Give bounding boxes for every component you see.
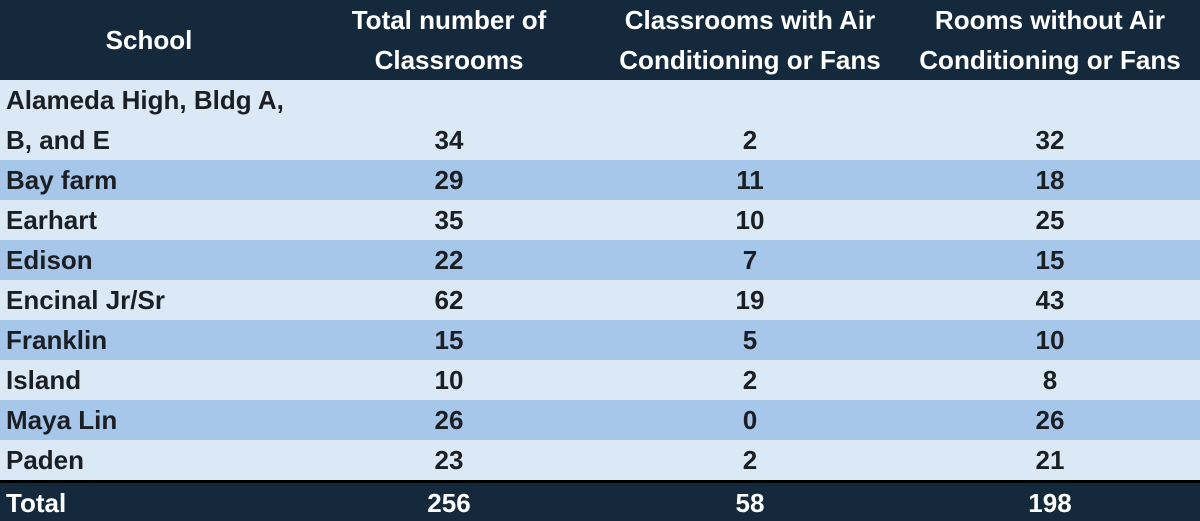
table-row: Encinal Jr/Sr 62 19 43 xyxy=(0,280,1200,320)
school-cell: Franklin xyxy=(0,320,298,360)
total-classrooms-cell: 23 xyxy=(298,440,600,482)
school-name-line-2: B, and E xyxy=(6,125,111,155)
header-school: School xyxy=(0,0,298,80)
header-school-line: School xyxy=(105,25,193,55)
total-row: Total 256 58 198 xyxy=(0,480,1200,521)
total-classrooms-cell: 62 xyxy=(298,280,600,320)
with-ac-cell: 19 xyxy=(600,280,900,320)
school-cell: Island xyxy=(0,360,298,400)
table-row: Maya Lin 26 0 26 xyxy=(0,400,1200,440)
school-cell: Maya Lin xyxy=(0,400,298,440)
table-row: Alameda High, Bldg A, B, and E 34 2 32 xyxy=(0,80,1200,160)
table-row: Paden 23 2 21 xyxy=(0,440,1200,482)
school-cell: Earhart xyxy=(0,200,298,240)
without-ac-cell: 26 xyxy=(900,400,1200,440)
table-body: Alameda High, Bldg A, B, and E 34 2 32 B… xyxy=(0,80,1200,482)
total-classrooms-cell: 15 xyxy=(298,320,600,360)
header-without-ac: Rooms without Air Conditioning or Fans xyxy=(900,0,1200,80)
with-ac-cell: 2 xyxy=(600,440,900,482)
header-total-classrooms-line-2: Classrooms xyxy=(374,45,524,75)
header-with-ac-line-2: Conditioning or Fans xyxy=(619,45,881,75)
table-header: School Total number of Classrooms Classr… xyxy=(0,0,1200,80)
with-ac-cell: 0 xyxy=(600,400,900,440)
total-classrooms-cell: 34 xyxy=(298,80,600,160)
without-ac-cell: 32 xyxy=(900,80,1200,160)
table-row: Bay farm 29 11 18 xyxy=(0,160,1200,200)
header-with-ac-line-1: Classrooms with Air xyxy=(624,5,876,35)
header-total-classrooms-line-1: Total number of xyxy=(351,5,547,35)
header-total-classrooms: Total number of Classrooms xyxy=(298,0,600,80)
table-row: Earhart 35 10 25 xyxy=(0,200,1200,240)
with-ac-cell: 11 xyxy=(600,160,900,200)
school-cell: Paden xyxy=(0,440,298,482)
table-row: Island 10 2 8 xyxy=(0,360,1200,400)
total-classrooms-cell: 29 xyxy=(298,160,600,200)
with-ac-sum: 58 xyxy=(600,480,900,521)
header-row: School Total number of Classrooms Classr… xyxy=(0,0,1200,80)
table-row: Franklin 15 5 10 xyxy=(0,320,1200,360)
with-ac-cell: 2 xyxy=(600,360,900,400)
total-classrooms-cell: 10 xyxy=(298,360,600,400)
table-row: Edison 22 7 15 xyxy=(0,240,1200,280)
total-classrooms-cell: 22 xyxy=(298,240,600,280)
without-ac-cell: 21 xyxy=(900,440,1200,482)
school-cell: Alameda High, Bldg A, B, and E xyxy=(0,80,298,160)
school-cell: Encinal Jr/Sr xyxy=(0,280,298,320)
with-ac-cell: 10 xyxy=(600,200,900,240)
without-ac-cell: 43 xyxy=(900,280,1200,320)
school-cell: Bay farm xyxy=(0,160,298,200)
header-with-ac: Classrooms with Air Conditioning or Fans xyxy=(600,0,900,80)
school-cell: Edison xyxy=(0,240,298,280)
without-ac-cell: 25 xyxy=(900,200,1200,240)
total-label: Total xyxy=(0,480,298,521)
without-ac-cell: 8 xyxy=(900,360,1200,400)
with-ac-cell: 7 xyxy=(600,240,900,280)
without-ac-cell: 10 xyxy=(900,320,1200,360)
school-name-line-1: Alameda High, Bldg A, xyxy=(6,85,284,115)
header-without-ac-line-2: Conditioning or Fans xyxy=(919,45,1181,75)
total-classrooms-cell: 26 xyxy=(298,400,600,440)
without-ac-cell: 18 xyxy=(900,160,1200,200)
without-ac-sum: 198 xyxy=(900,480,1200,521)
total-classrooms-cell: 35 xyxy=(298,200,600,240)
with-ac-cell: 5 xyxy=(600,320,900,360)
without-ac-cell: 15 xyxy=(900,240,1200,280)
table-footer: Total 256 58 198 xyxy=(0,480,1200,521)
header-without-ac-line-1: Rooms without Air xyxy=(934,5,1166,35)
total-classrooms-sum: 256 xyxy=(298,480,600,521)
with-ac-cell: 2 xyxy=(600,80,900,160)
